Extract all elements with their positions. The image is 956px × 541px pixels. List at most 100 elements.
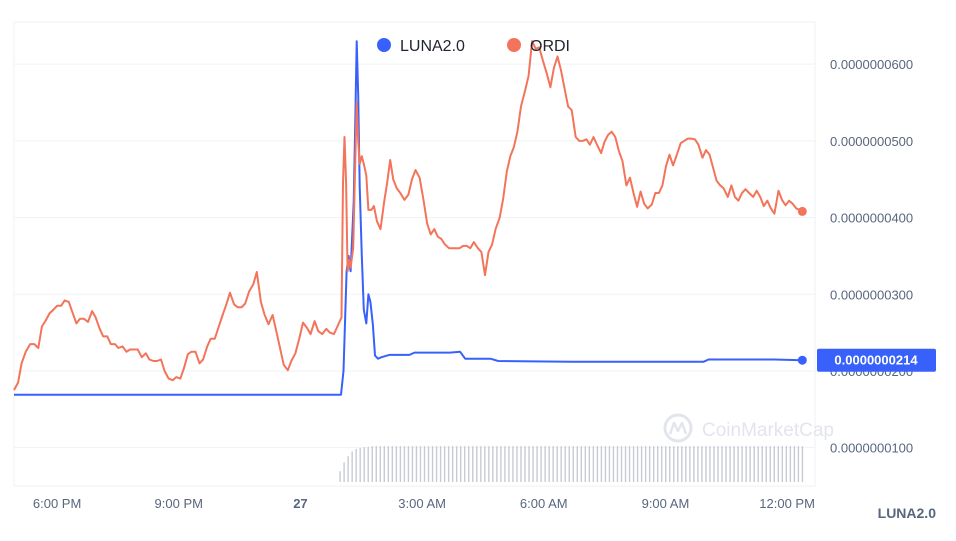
volume-bar <box>584 446 587 482</box>
volume-bar <box>765 446 767 482</box>
series-line-ordi[interactable] <box>13 40 803 391</box>
current-price-label: 0.0000000214 <box>834 353 918 368</box>
volume-bar <box>608 446 611 482</box>
volume-bar <box>524 446 526 482</box>
coinmarketcap-logo-icon <box>663 413 693 443</box>
volume-bar <box>769 446 771 482</box>
series-endpoint-luna20 <box>797 355 807 365</box>
volume-bar <box>355 448 357 482</box>
volume-bar <box>713 446 715 482</box>
volume-bar <box>359 447 361 482</box>
volume-bar <box>745 446 747 482</box>
volume-bar <box>488 446 490 482</box>
volume-bar <box>733 446 735 482</box>
volume-bar <box>564 446 566 482</box>
volume-bar <box>600 446 603 482</box>
volume-bar <box>468 446 470 482</box>
legend: LUNA2.0 ORDI <box>377 38 570 55</box>
volume-bar <box>520 446 522 482</box>
volume-bar <box>757 446 759 482</box>
volume-bar <box>431 446 434 482</box>
volume-bar <box>512 446 514 482</box>
volume-bar <box>737 446 739 482</box>
volume-bar <box>544 446 546 482</box>
volume-bar <box>661 446 663 482</box>
volume-bar <box>383 446 386 482</box>
footer-asset-label: LUNA2.0 <box>878 505 937 521</box>
volume-bar <box>403 446 406 482</box>
volume-bar <box>604 446 607 482</box>
x-tick-label-5: 9:00 AM <box>642 496 690 511</box>
volume-bar <box>371 446 373 482</box>
volume-bar <box>741 446 743 482</box>
volume-bar <box>423 446 426 482</box>
volume-bars <box>339 446 804 482</box>
volume-bar <box>516 446 518 482</box>
volume-bar <box>375 446 377 482</box>
x-tick-label-3: 3:00 AM <box>398 496 446 511</box>
volume-bar <box>464 446 466 482</box>
volume-bar <box>439 446 442 482</box>
volume-bar <box>616 446 619 482</box>
plot-area-border <box>13 21 816 487</box>
volume-bar <box>669 446 671 482</box>
volume-bar <box>793 446 796 482</box>
legend-swatch-ordi <box>507 38 521 52</box>
volume-bar <box>480 446 482 482</box>
volume-bar <box>540 446 542 482</box>
grid-lines <box>13 21 816 487</box>
volume-bar <box>560 446 562 482</box>
volume-bar <box>343 462 345 482</box>
x-tick-label-6: 12:00 PM <box>759 496 815 511</box>
volume-bar <box>484 446 486 482</box>
volume-bar <box>528 446 530 482</box>
volume-bar <box>576 446 578 482</box>
volume-bar <box>552 446 554 482</box>
volume-bar <box>592 446 595 482</box>
volume-bar <box>351 451 353 482</box>
volume-bar <box>640 446 643 482</box>
volume-bar <box>685 446 687 482</box>
y-tick-label-3: 0.0000000300 <box>830 287 913 302</box>
volume-bar <box>391 446 394 482</box>
series-endpoint-ordi <box>797 206 807 216</box>
x-tick-label-0: 6:00 PM <box>33 496 81 511</box>
volume-bar <box>648 446 651 482</box>
volume-bar <box>415 446 418 482</box>
volume-bar <box>367 446 369 482</box>
volume-bar <box>435 446 438 482</box>
x-axis-labels: 6:00 PM 9:00 PM 27 3:00 AM 6:00 AM 9:00 AM 12:… <box>33 496 815 511</box>
volume-bar <box>496 446 498 482</box>
watermark: CoinMarketCap <box>663 413 834 443</box>
volume-bar <box>681 446 683 482</box>
volume-bar <box>580 446 583 482</box>
x-tick-label-2: 27 <box>293 496 307 511</box>
volume-bar <box>411 446 414 482</box>
volume-bar <box>697 446 699 482</box>
y-tick-label-1: 0.0000000500 <box>830 134 913 149</box>
volume-bar <box>472 446 474 482</box>
volume-bar <box>709 446 711 482</box>
volume-bar <box>443 446 446 482</box>
volume-bar <box>532 446 534 482</box>
volume-bar <box>789 446 792 482</box>
volume-bar <box>673 446 675 482</box>
y-tick-label-0: 0.0000000600 <box>830 57 913 72</box>
legend-item-luna[interactable]: LUNA2.0 <box>377 38 465 55</box>
volume-bar <box>677 446 679 482</box>
volume-bar <box>588 446 591 482</box>
volume-bar <box>451 446 454 482</box>
volume-bar <box>721 446 723 482</box>
volume-bar <box>628 446 631 482</box>
legend-item-ordi[interactable]: ORDI <box>507 38 570 55</box>
volume-bar <box>785 446 788 482</box>
x-tick-label-4: 6:00 AM <box>520 496 568 511</box>
volume-bar <box>652 446 655 482</box>
volume-bar <box>568 446 570 482</box>
volume-bar <box>339 471 341 482</box>
current-price-tag: 0.0000000214 <box>817 348 936 372</box>
volume-bar <box>556 446 558 482</box>
legend-label-ordi: ORDI <box>530 38 570 55</box>
